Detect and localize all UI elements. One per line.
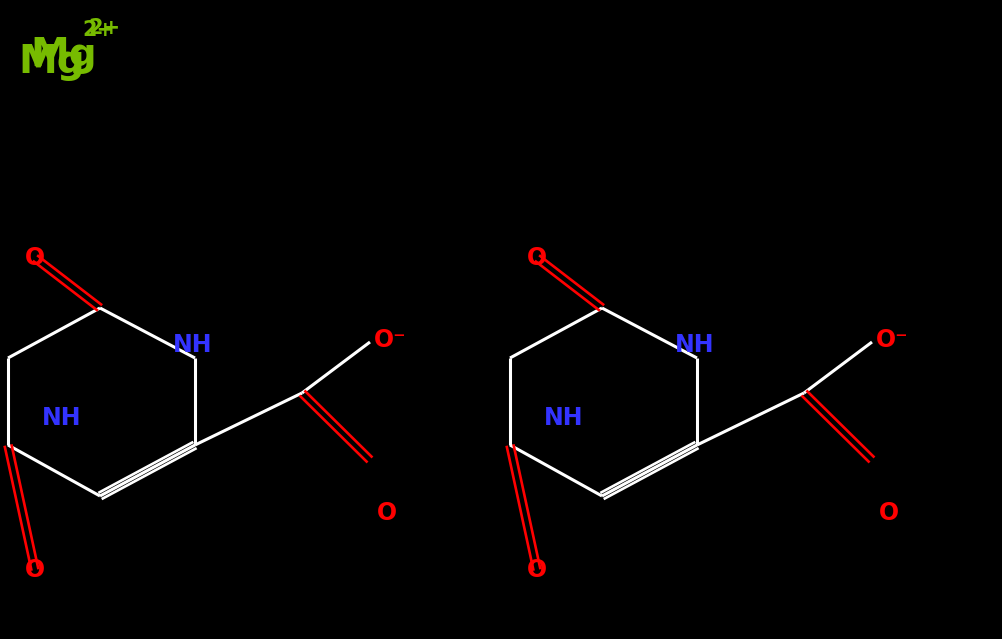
Text: 2+: 2+ [82, 20, 114, 40]
Text: O⁻: O⁻ [374, 328, 406, 352]
Text: 2+: 2+ [88, 18, 120, 38]
Text: O: O [878, 501, 898, 525]
Text: NH: NH [674, 333, 714, 357]
Text: Mg: Mg [30, 36, 96, 74]
Text: NH: NH [42, 406, 82, 430]
Text: NH: NH [173, 333, 212, 357]
Text: NH: NH [544, 406, 583, 430]
Text: O⁻: O⁻ [875, 328, 908, 352]
Text: O: O [25, 246, 45, 270]
Text: O: O [526, 558, 546, 582]
Text: O: O [25, 558, 45, 582]
Text: O: O [377, 501, 397, 525]
Text: O: O [526, 246, 546, 270]
Text: Mg: Mg [18, 43, 84, 81]
